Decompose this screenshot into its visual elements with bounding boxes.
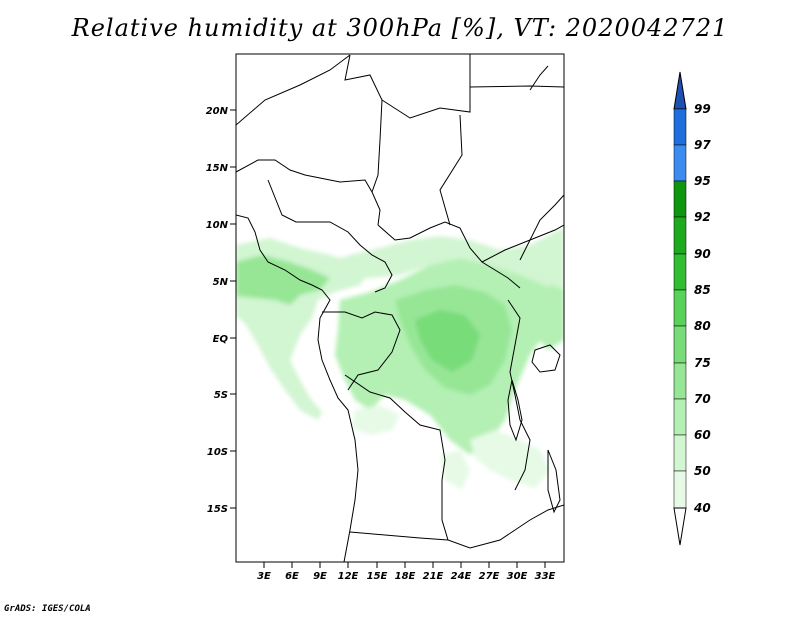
colorbar-label-90: 90 [694,247,711,261]
border-gabon-congo [322,311,401,391]
coastline-west-africa [236,214,359,562]
colorbar-segment-50-60 [673,434,687,472]
colorbar-bottom-arrow [673,507,687,546]
lon-label-15e: 15E [367,571,388,582]
border-sudan [439,114,463,226]
lat-label-10n: 10N [206,220,229,231]
lon-label-21e: 21E [423,571,444,582]
border-chad-car [377,221,521,289]
colorbar-segment-75-80 [673,325,687,364]
border-drc-east [507,299,531,491]
lat-label-20n: 20N [206,106,229,117]
lon-axis: 3E 6E 9E 12E 15E 18E 21E 24E 27E 30E 33E [257,562,556,582]
map-lines [236,54,564,562]
humidity-region-north-band [320,228,564,290]
colorbar-label-60: 60 [694,428,711,442]
lon-label-3e: 3E [257,571,271,582]
colorbar-label-80: 80 [694,319,711,333]
border-sahara [236,54,351,126]
colorbar-label-50: 50 [694,464,711,478]
lat-label-5s: 5S [214,390,228,401]
colorbar-segment-97-99 [673,108,687,146]
map-frame [235,53,565,563]
border-angola-namibia [349,531,449,541]
lat-axis: 20N 15N 10N 5N EQ 5S 10S 15S [206,106,236,515]
colorbar-segment-85-90 [673,253,687,291]
lat-label-15n: 15N [206,163,229,174]
colorbar-segment-92-95 [673,180,687,218]
lat-label-15s: 15S [207,504,228,515]
lake-malawi [547,449,561,514]
colorbar-label-99: 99 [694,102,711,116]
colorbar-label-95: 95 [694,174,711,188]
lon-label-30e: 30E [507,571,528,582]
border-angola-zambia [441,480,564,549]
humidity-region-south-east [470,430,550,488]
chart-title: Relative humidity at 300hPa [%], VT: 202… [71,14,729,42]
lake-victoria [531,344,561,373]
border-libya-sudan [344,54,383,193]
humidity-region-congo-core-inner [415,310,480,372]
lat-label-eq: EQ [213,334,229,345]
lon-label-18e: 18E [395,571,416,582]
humidity-region-west-coast-core [236,255,330,305]
lon-label-33e: 33E [535,571,556,582]
border-libya-egypt [381,54,471,119]
lat-label-10s: 10S [207,447,228,458]
lon-label-24e: 24E [451,571,472,582]
colorbar-label-97: 97 [694,138,711,152]
colorbar-segment-80-85 [673,289,687,327]
colorbar-label-85: 85 [694,283,711,297]
colorbar: 99 97 95 92 90 85 80 75 70 60 50 40 [673,71,711,546]
colorbar-label-92: 92 [694,210,711,224]
lon-label-27e: 27E [479,571,500,582]
lon-label-6e: 6E [285,571,299,582]
border-nigeria-chad [267,179,393,293]
colorbar-label-40: 40 [693,501,711,515]
colorbar-segment-95-97 [673,144,687,182]
colorbar-segment-60-70 [673,398,687,436]
humidity-region-east [530,285,564,350]
lat-label-5n: 5N [213,277,229,288]
colorbar-segment-40-50 [673,470,687,509]
border-egypt-red-sea [469,85,564,88]
colorbar-top-arrow [673,71,687,110]
humidity-region-far-south [440,450,470,490]
border-niger [236,159,381,226]
grads-credit: GrADS: IGES/COLA [4,604,91,614]
red-sea-coast [519,65,564,261]
humidity-region-south [352,405,400,435]
border-drc-west [344,374,446,481]
lon-label-12e: 12E [338,571,359,582]
lake-tanganyika [507,379,523,442]
colorbar-label-70: 70 [694,392,711,406]
lon-label-9e: 9E [313,571,327,582]
colorbar-segment-70-75 [673,362,687,400]
colorbar-label-75: 75 [694,356,711,370]
humidity-shading [236,228,564,490]
colorbar-segment-90-92 [673,216,687,255]
